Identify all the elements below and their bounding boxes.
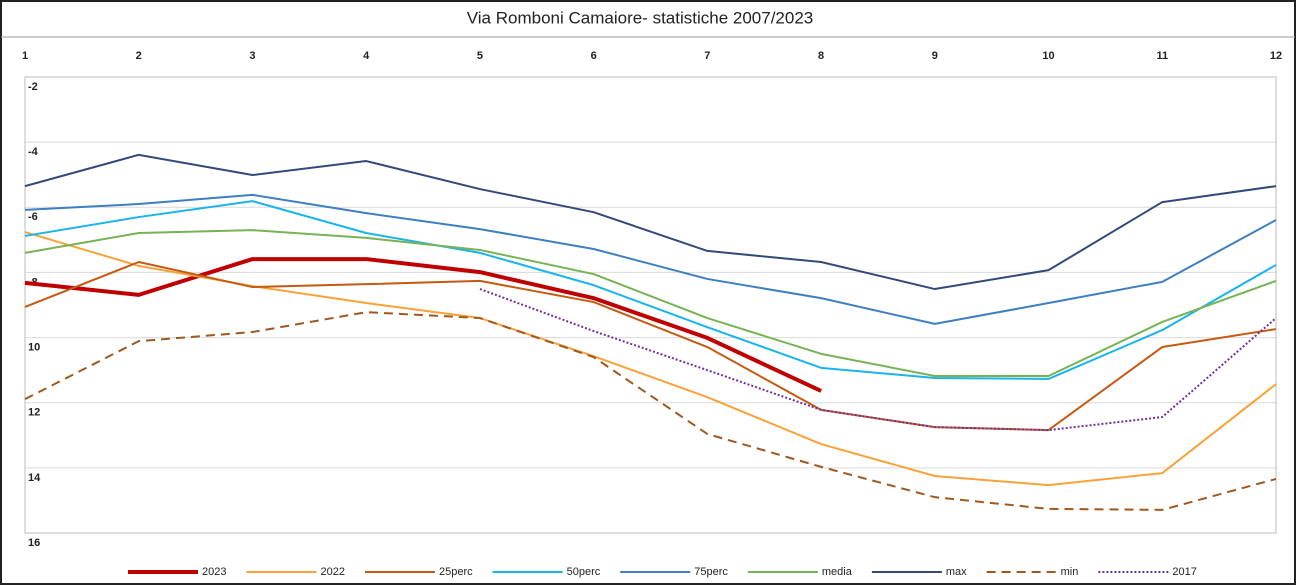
plot-area	[24, 76, 1277, 534]
y-tick-label: 14	[28, 472, 41, 484]
legend-label: min	[1061, 566, 1079, 578]
series-line	[24, 261, 1277, 432]
x-tick-label: 11	[1156, 50, 1168, 62]
series-line	[24, 229, 1277, 378]
y-tick-label: 10	[28, 341, 40, 353]
y-tick-label: -4	[28, 146, 39, 158]
y-tick-label: 12	[28, 407, 40, 419]
y-tick-label: -2	[28, 81, 38, 93]
series-line	[24, 153, 1277, 291]
legend-label: 2022	[320, 566, 344, 578]
series-line	[24, 193, 1277, 325]
series-line	[24, 200, 1277, 380]
series-line	[24, 257, 822, 393]
legend-label: 50perc	[567, 566, 601, 578]
x-tick-label: 8	[818, 50, 824, 62]
y-tick-label: 16	[28, 537, 40, 549]
series-line	[24, 311, 1277, 511]
x-tick-label: 12	[1270, 50, 1282, 62]
legend-label: max	[946, 566, 967, 578]
series-line	[479, 288, 1277, 432]
x-tick-label: 10	[1042, 50, 1054, 62]
chart-title: Via Romboni Camaiore- statistiche 2007/2…	[467, 8, 814, 27]
x-tick-label: 3	[249, 50, 255, 62]
x-tick-label: 4	[363, 50, 370, 62]
legend-label: 2017	[1172, 566, 1196, 578]
x-tick-label: 7	[704, 50, 710, 62]
y-tick-label: -6	[28, 211, 38, 223]
x-tick-label: 5	[477, 50, 483, 62]
x-tick-label: 2	[136, 50, 142, 62]
legend-label: media	[822, 566, 853, 578]
x-tick-label: 6	[591, 50, 597, 62]
x-tick-label: 9	[932, 50, 938, 62]
x-tick-label: 1	[22, 50, 28, 62]
legend-label: 2023	[202, 566, 226, 578]
legend-label: 25perc	[439, 566, 473, 578]
legend-label: 75perc	[694, 566, 728, 578]
